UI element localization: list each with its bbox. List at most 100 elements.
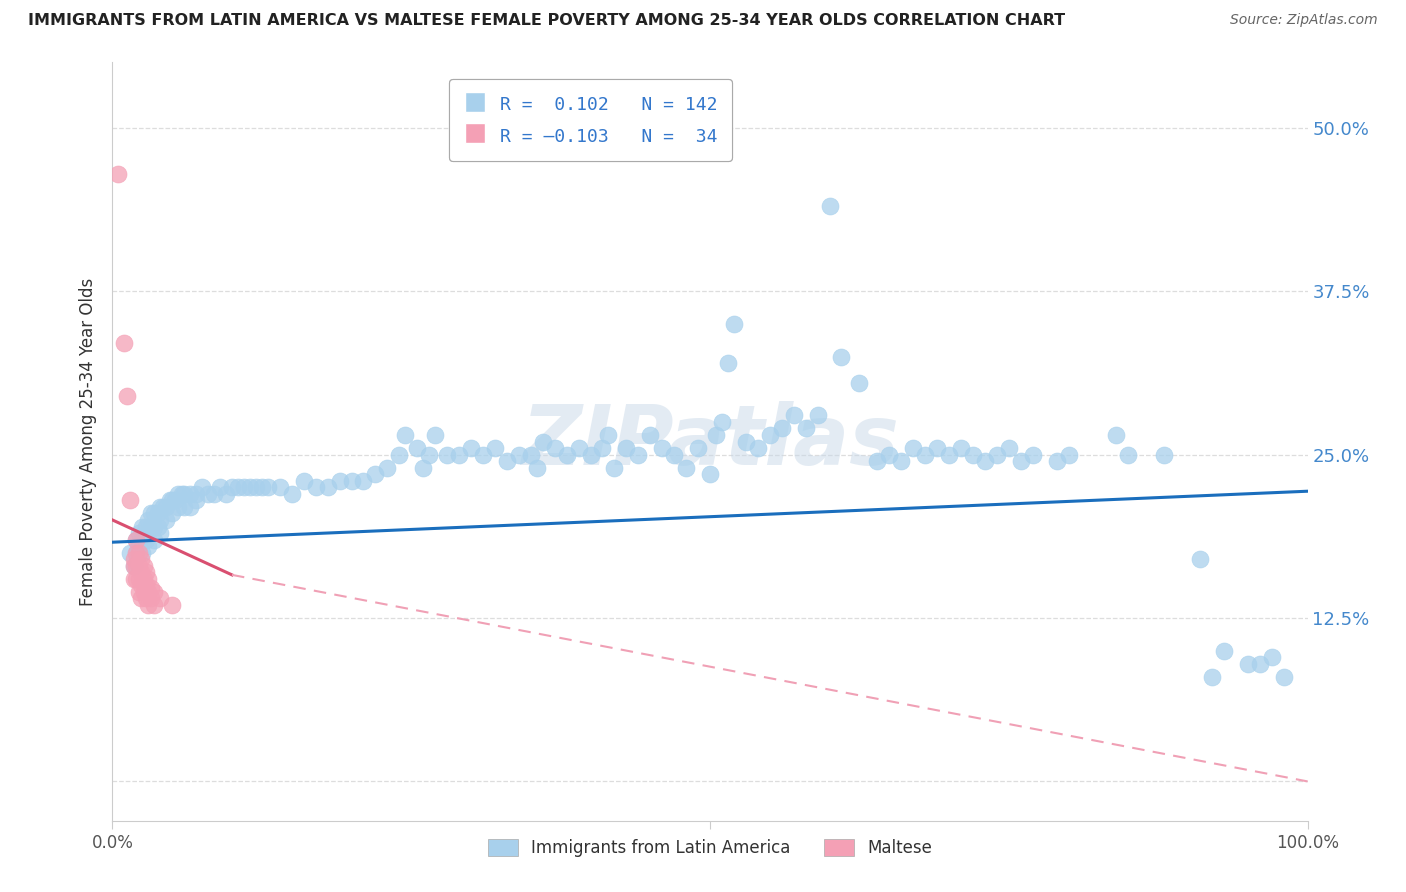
Point	[129, 552, 152, 566]
Point	[807, 409, 830, 423]
Point	[711, 415, 734, 429]
Point	[138, 526, 160, 541]
Point	[627, 448, 650, 462]
Point	[125, 546, 148, 560]
Point	[167, 500, 190, 514]
Point	[675, 460, 697, 475]
Point	[568, 441, 591, 455]
Legend: Immigrants from Latin America, Maltese: Immigrants from Latin America, Maltese	[479, 830, 941, 865]
Point	[1272, 670, 1295, 684]
Point	[555, 448, 578, 462]
Point	[257, 480, 280, 494]
Point	[143, 507, 166, 521]
Point	[179, 487, 201, 501]
Point	[128, 526, 150, 541]
Point	[191, 480, 214, 494]
Point	[170, 487, 193, 501]
Point	[245, 480, 267, 494]
Point	[1153, 448, 1175, 462]
Point	[866, 454, 889, 468]
Point	[125, 558, 148, 573]
Point	[1105, 428, 1128, 442]
Point	[149, 500, 172, 514]
Point	[292, 474, 315, 488]
Point	[986, 448, 1008, 462]
Point	[138, 585, 160, 599]
Point	[1022, 448, 1045, 462]
Point	[239, 480, 262, 494]
Point	[138, 572, 160, 586]
Point	[131, 546, 153, 560]
Point	[592, 441, 614, 455]
Point	[520, 448, 543, 462]
Point	[950, 441, 973, 455]
Point	[132, 572, 155, 586]
Point	[579, 448, 602, 462]
Point	[782, 409, 804, 423]
Point	[202, 487, 225, 501]
Point	[215, 487, 238, 501]
Point	[914, 448, 936, 462]
Point	[155, 513, 177, 527]
Point	[340, 474, 363, 488]
Point	[735, 434, 758, 449]
Point	[640, 428, 662, 442]
Point	[1213, 643, 1236, 657]
Point	[179, 500, 201, 514]
Point	[209, 480, 232, 494]
Point	[1010, 454, 1032, 468]
Point	[281, 487, 304, 501]
Point	[818, 199, 841, 213]
Text: IMMIGRANTS FROM LATIN AMERICA VS MALTESE FEMALE POVERTY AMONG 25-34 YEAR OLDS CO: IMMIGRANTS FROM LATIN AMERICA VS MALTESE…	[28, 13, 1066, 29]
Point	[162, 507, 183, 521]
Point	[526, 460, 548, 475]
Point	[269, 480, 291, 494]
Point	[163, 493, 186, 508]
Point	[143, 598, 166, 612]
Point	[1046, 454, 1069, 468]
Point	[688, 441, 710, 455]
Point	[143, 519, 166, 533]
Point	[938, 448, 960, 462]
Point	[484, 441, 506, 455]
Point	[114, 336, 135, 351]
Point	[1237, 657, 1260, 671]
Point	[388, 448, 411, 462]
Point	[616, 441, 638, 455]
Point	[879, 448, 901, 462]
Point	[329, 474, 352, 488]
Text: Source: ZipAtlas.com: Source: ZipAtlas.com	[1230, 13, 1378, 28]
Point	[848, 376, 870, 390]
Point	[149, 513, 172, 527]
Point	[717, 356, 740, 370]
Point	[128, 572, 150, 586]
Point	[1261, 650, 1284, 665]
Point	[425, 428, 447, 442]
Point	[120, 546, 142, 560]
Point	[1189, 552, 1212, 566]
Point	[496, 454, 519, 468]
Point	[125, 572, 148, 586]
Point	[794, 421, 817, 435]
Point	[406, 441, 429, 455]
Point	[139, 507, 162, 521]
Point	[139, 591, 162, 606]
Point	[138, 513, 160, 527]
Point	[305, 480, 328, 494]
Point	[125, 533, 148, 547]
Point	[436, 448, 458, 462]
Point	[122, 558, 145, 573]
Point	[173, 500, 195, 514]
Point	[122, 572, 145, 586]
Point	[903, 441, 925, 455]
Point	[128, 558, 150, 573]
Point	[132, 558, 155, 573]
Point	[129, 578, 152, 592]
Point	[962, 448, 984, 462]
Point	[107, 167, 129, 181]
Point	[128, 539, 150, 553]
Y-axis label: Female Poverty Among 25-34 Year Olds: Female Poverty Among 25-34 Year Olds	[79, 277, 97, 606]
Point	[131, 533, 153, 547]
Point	[1201, 670, 1223, 684]
Point	[998, 441, 1021, 455]
